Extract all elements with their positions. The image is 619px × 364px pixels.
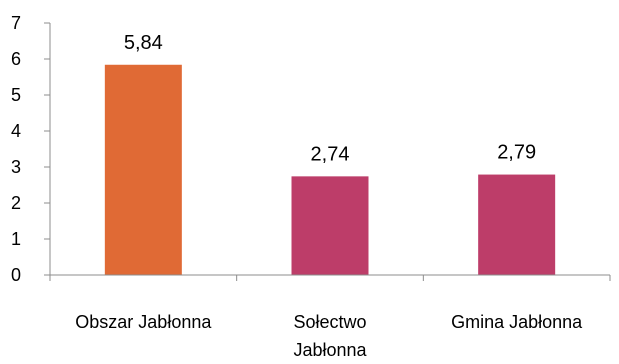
bar-value-label: 2,79 — [497, 142, 536, 164]
bar — [292, 176, 369, 275]
x-tick-label: Gmina Jabłonna — [451, 312, 583, 332]
y-tick-label: 3 — [11, 157, 21, 177]
y-tick-label: 7 — [11, 13, 21, 33]
x-tick-label: Obszar Jabłonna — [75, 312, 212, 332]
y-axis: 0 1 2 3 4 5 6 7 — [11, 13, 50, 285]
x-axis: Obszar Jabłonna Sołectwo Jabłonna Gmina Jab… — [50, 275, 610, 359]
x-tick-label-line: Sołectwo — [293, 312, 366, 332]
x-tick-label-line: Gmina Jabłonna — [451, 312, 583, 332]
y-tick-label: 6 — [11, 49, 21, 69]
y-tick-label: 2 — [11, 193, 21, 213]
x-tick-label-line: Jabłonna — [293, 340, 367, 359]
y-tick-label: 4 — [11, 121, 21, 141]
bar — [105, 65, 182, 275]
x-tick-label: Sołectwo Jabłonna — [293, 312, 367, 359]
y-tick-label: 5 — [11, 85, 21, 105]
bar-value-label: 2,74 — [311, 143, 350, 165]
bar — [478, 175, 555, 275]
y-tick-label: 0 — [11, 265, 21, 285]
bars: 5,84 2,74 2,79 — [105, 32, 555, 275]
bar-value-label: 5,84 — [124, 32, 163, 54]
x-tick-label-line: Obszar Jabłonna — [75, 312, 212, 332]
y-tick-label: 1 — [11, 229, 21, 249]
